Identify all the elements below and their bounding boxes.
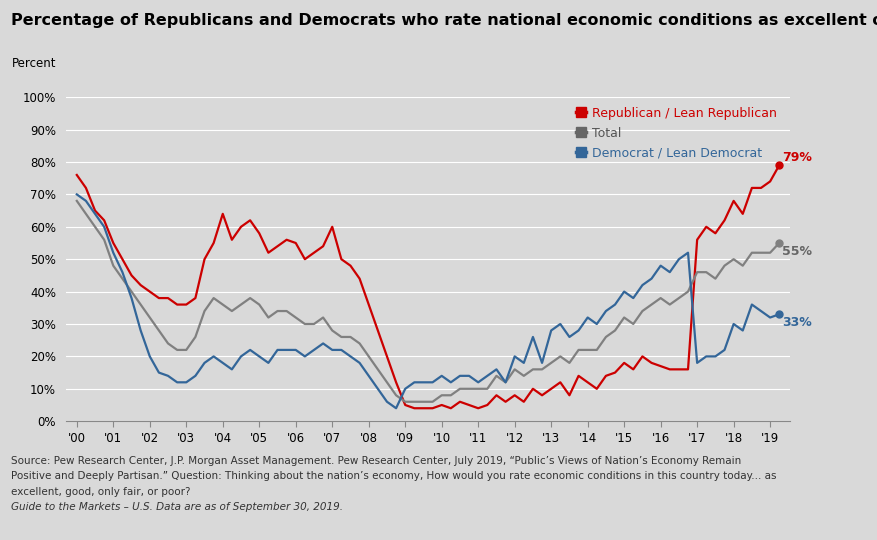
Text: 55%: 55% — [781, 245, 811, 258]
Text: Guide to the Markets – U.S. Data are as of September 30, 2019.: Guide to the Markets – U.S. Data are as … — [11, 502, 343, 512]
Text: 33%: 33% — [781, 316, 811, 329]
Legend: Republican / Lean Republican, Total, Democrat / Lean Democrat: Republican / Lean Republican, Total, Dem… — [575, 107, 776, 159]
Text: Percentage of Republicans and Democrats who rate national economic conditions as: Percentage of Republicans and Democrats … — [11, 14, 877, 29]
Text: 79%: 79% — [781, 151, 811, 164]
Text: Source: Pew Research Center, J.P. Morgan Asset Management. Pew Research Center, : Source: Pew Research Center, J.P. Morgan… — [11, 456, 741, 467]
Text: excellent, good, only fair, or poor?: excellent, good, only fair, or poor? — [11, 487, 190, 497]
Text: Positive and Deeply Partisan.” Question: Thinking about the nation’s economy, Ho: Positive and Deeply Partisan.” Question:… — [11, 471, 776, 482]
Text: Percent: Percent — [11, 57, 56, 70]
